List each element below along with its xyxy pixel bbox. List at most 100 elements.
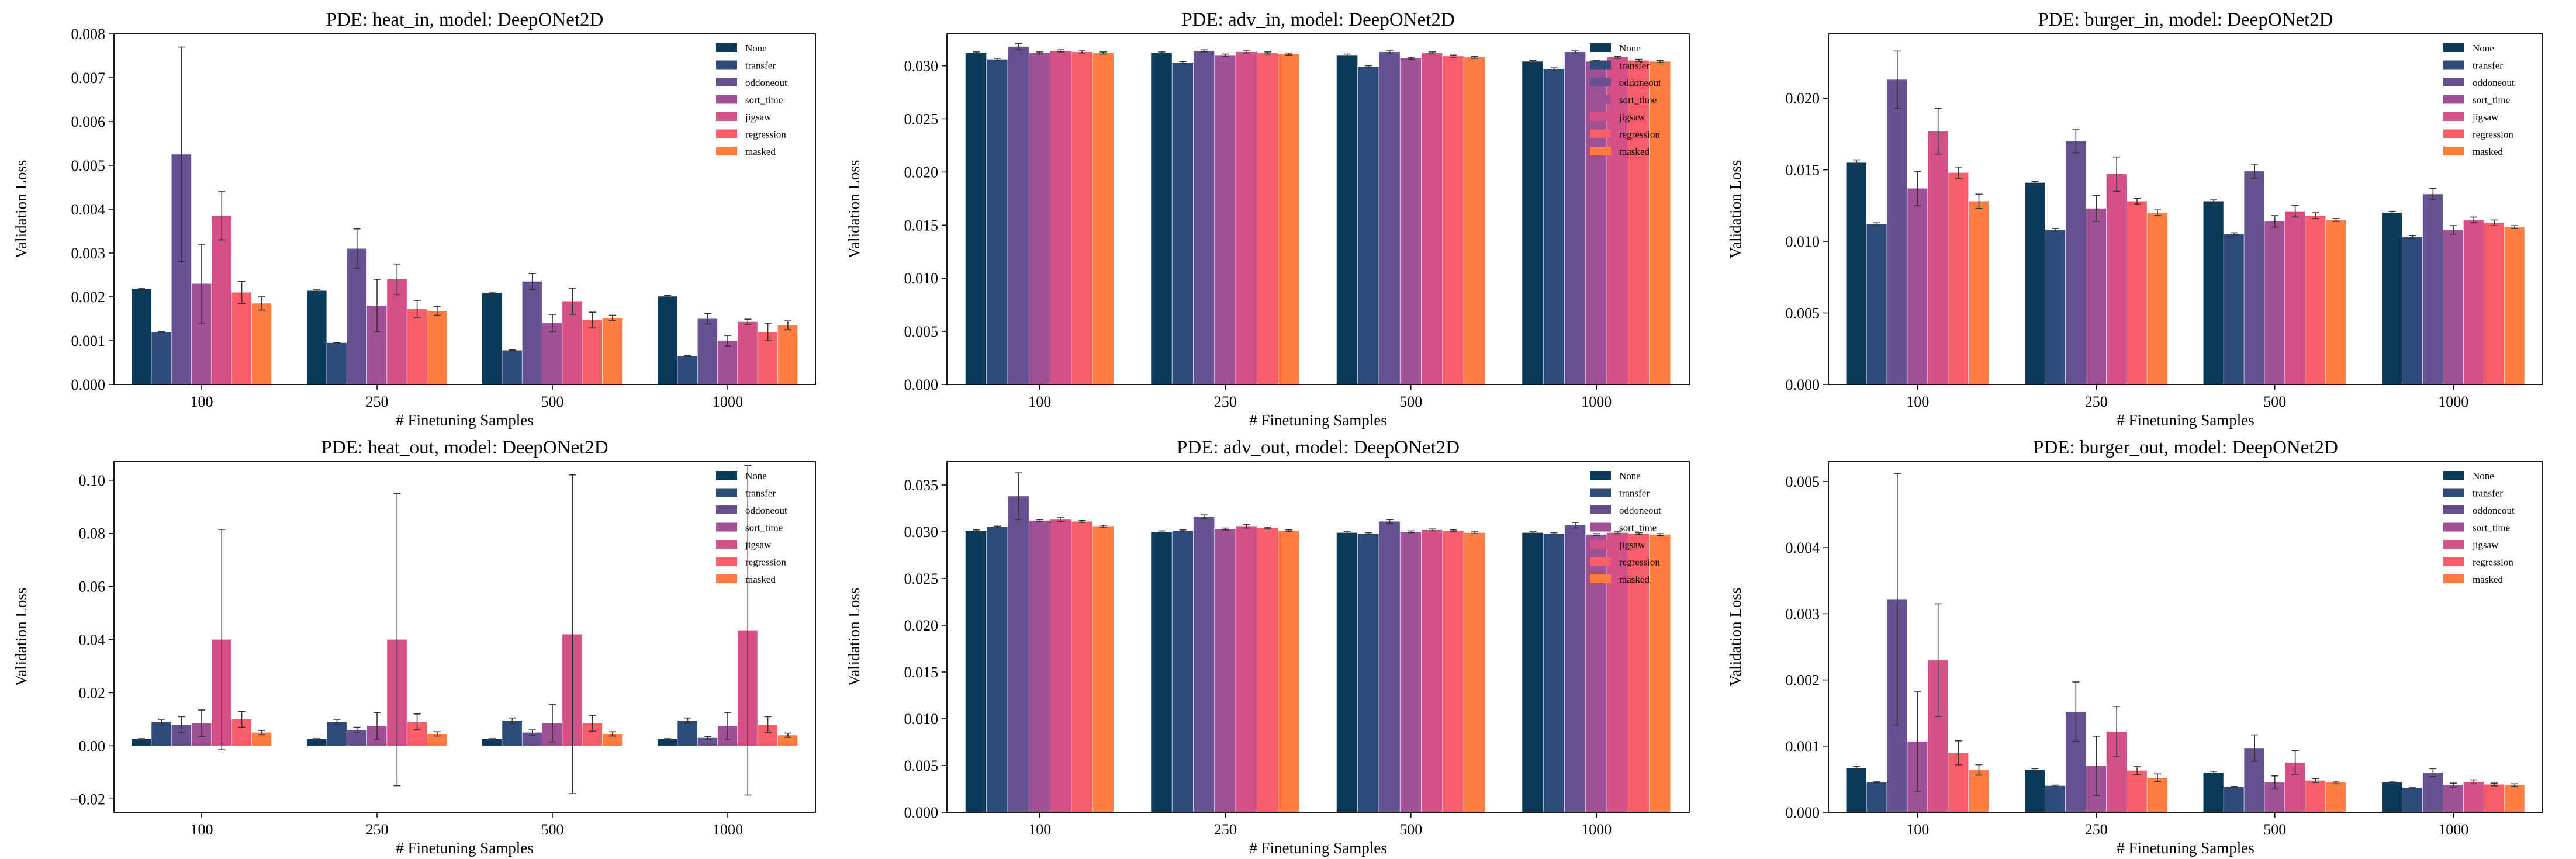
- bar-transfer-500: [502, 350, 522, 385]
- bar-transfer-100: [987, 59, 1008, 385]
- bar-regression-1000: [2484, 784, 2504, 812]
- legend-swatch-regression: [2443, 129, 2464, 138]
- legend-swatch-regression: [1590, 129, 1611, 138]
- error-bar: [1243, 50, 1250, 54]
- error-bar: [1078, 50, 1086, 54]
- bar-transfer-1000: [2402, 237, 2423, 385]
- error-bar: [2511, 783, 2518, 787]
- legend-swatch-transfer: [1590, 60, 1611, 70]
- bar-transfer-250: [1172, 63, 1194, 385]
- legend-label: oddoneout: [745, 77, 787, 88]
- legend-label: regression: [2473, 557, 2513, 568]
- bar-transfer-500: [1358, 534, 1379, 812]
- bar-masked-250: [427, 311, 447, 385]
- error-bar: [2250, 164, 2258, 179]
- x-tick-label: 500: [1399, 821, 1422, 838]
- error-bar: [1471, 531, 1478, 535]
- y-axis-label: Validation Loss: [1727, 160, 1744, 259]
- error-bar: [1222, 527, 1229, 531]
- legend-swatch-sort-time: [2443, 95, 2464, 104]
- bar-None-250: [2025, 770, 2045, 812]
- error-bar: [2312, 212, 2319, 219]
- error-bar: [1975, 193, 1983, 209]
- legend-label: transfer: [745, 60, 776, 71]
- bar-transfer-100: [151, 722, 171, 746]
- error-bar: [433, 306, 441, 316]
- bar-None-500: [2203, 201, 2224, 385]
- bar-None-100: [965, 531, 987, 812]
- error-bar: [1036, 51, 1043, 55]
- y-tick-label: 0.030: [904, 524, 939, 541]
- x-tick-label: 250: [366, 821, 389, 838]
- bar-regression-250: [1257, 528, 1278, 812]
- bar-None-1000: [2382, 213, 2402, 385]
- legend-swatch-jigsaw: [2443, 112, 2464, 121]
- bar-masked-250: [2147, 778, 2167, 812]
- bar-None-100: [132, 739, 151, 746]
- error-bar: [764, 323, 772, 341]
- bar-transfer-1000: [2402, 788, 2423, 812]
- error-bar: [1365, 532, 1372, 535]
- error-bar: [2511, 225, 2518, 229]
- error-bar: [1571, 522, 1579, 529]
- legend-label: None: [2473, 43, 2494, 54]
- legend-swatch-oddoneout: [716, 78, 737, 86]
- y-tick-label: 0.035: [904, 477, 939, 494]
- error-bar: [2093, 195, 2100, 222]
- bar-oddoneout-500: [2244, 171, 2264, 385]
- bar-jigsaw-250: [2106, 174, 2127, 385]
- y-tick-label: 0.000: [1786, 376, 1820, 393]
- y-tick-label: 0.015: [1786, 162, 1820, 179]
- chart-title: PDE: adv_in, model: DeepONet2D: [1181, 9, 1454, 30]
- error-bar: [2332, 780, 2340, 785]
- legend-label: masked: [2473, 146, 2503, 157]
- bar-None-1000: [1522, 532, 1543, 812]
- legend-label: sort_time: [745, 95, 783, 106]
- legend-label: regression: [2473, 129, 2513, 140]
- error-bar: [1222, 53, 1229, 57]
- bar-transfer-500: [2224, 234, 2244, 385]
- bar-None-500: [1336, 532, 1358, 812]
- x-tick-label: 1000: [1581, 821, 1612, 838]
- legend-label: None: [1619, 470, 1641, 482]
- x-axis-label: # Finetuning Samples: [2117, 411, 2255, 429]
- bar-masked-1000: [1649, 534, 1671, 812]
- bar-masked-100: [1092, 526, 1114, 812]
- bar-sort-time-1000: [717, 341, 738, 385]
- y-tick-label: 0.007: [71, 70, 106, 86]
- bar-regression-500: [1443, 531, 1464, 812]
- y-tick-label: 0.010: [904, 270, 939, 287]
- error-bar: [2031, 768, 2039, 772]
- bar-masked-100: [1092, 53, 1114, 385]
- bar-masked-1000: [777, 325, 798, 385]
- y-tick-label: 0.025: [904, 110, 939, 127]
- y-axis-label: Validation Loss: [845, 588, 863, 687]
- error-bar: [158, 719, 165, 725]
- legend-swatch-oddoneout: [1590, 505, 1611, 514]
- legend-label: regression: [745, 129, 786, 140]
- bar-regression-100: [1948, 172, 1969, 385]
- legend-swatch-masked: [2443, 574, 2464, 583]
- bar-transfer-1000: [677, 356, 697, 385]
- error-bar: [528, 729, 536, 736]
- legend-label: transfer: [1619, 488, 1650, 499]
- bar-jigsaw-500: [1421, 529, 1443, 812]
- error-bar: [1893, 50, 1901, 109]
- error-bar: [489, 738, 496, 740]
- bar-oddoneout-250: [1193, 51, 1215, 385]
- bar-transfer-1000: [1543, 534, 1565, 812]
- x-axis-label: # Finetuning Samples: [396, 839, 534, 857]
- error-bar: [353, 228, 361, 269]
- error-bar: [2429, 188, 2437, 200]
- error-bar: [2230, 232, 2238, 237]
- bar-regression-100: [1071, 521, 1092, 812]
- error-bar: [2491, 219, 2498, 226]
- bar-oddoneout-1000: [2422, 194, 2443, 385]
- plot-frame: [113, 33, 816, 385]
- error-bar: [1934, 603, 1942, 717]
- chart-panel-3: PDE: burger_in, model: DeepONet2D 0.000 0.…: [1727, 9, 2543, 429]
- legend-label: sort_time: [745, 522, 783, 534]
- bar-oddoneout-1000: [1564, 51, 1586, 385]
- chart-panel-2: PDE: adv_in, model: DeepONet2D 0.000 0.005…: [845, 9, 1690, 429]
- bar-masked-100: [1969, 201, 1989, 385]
